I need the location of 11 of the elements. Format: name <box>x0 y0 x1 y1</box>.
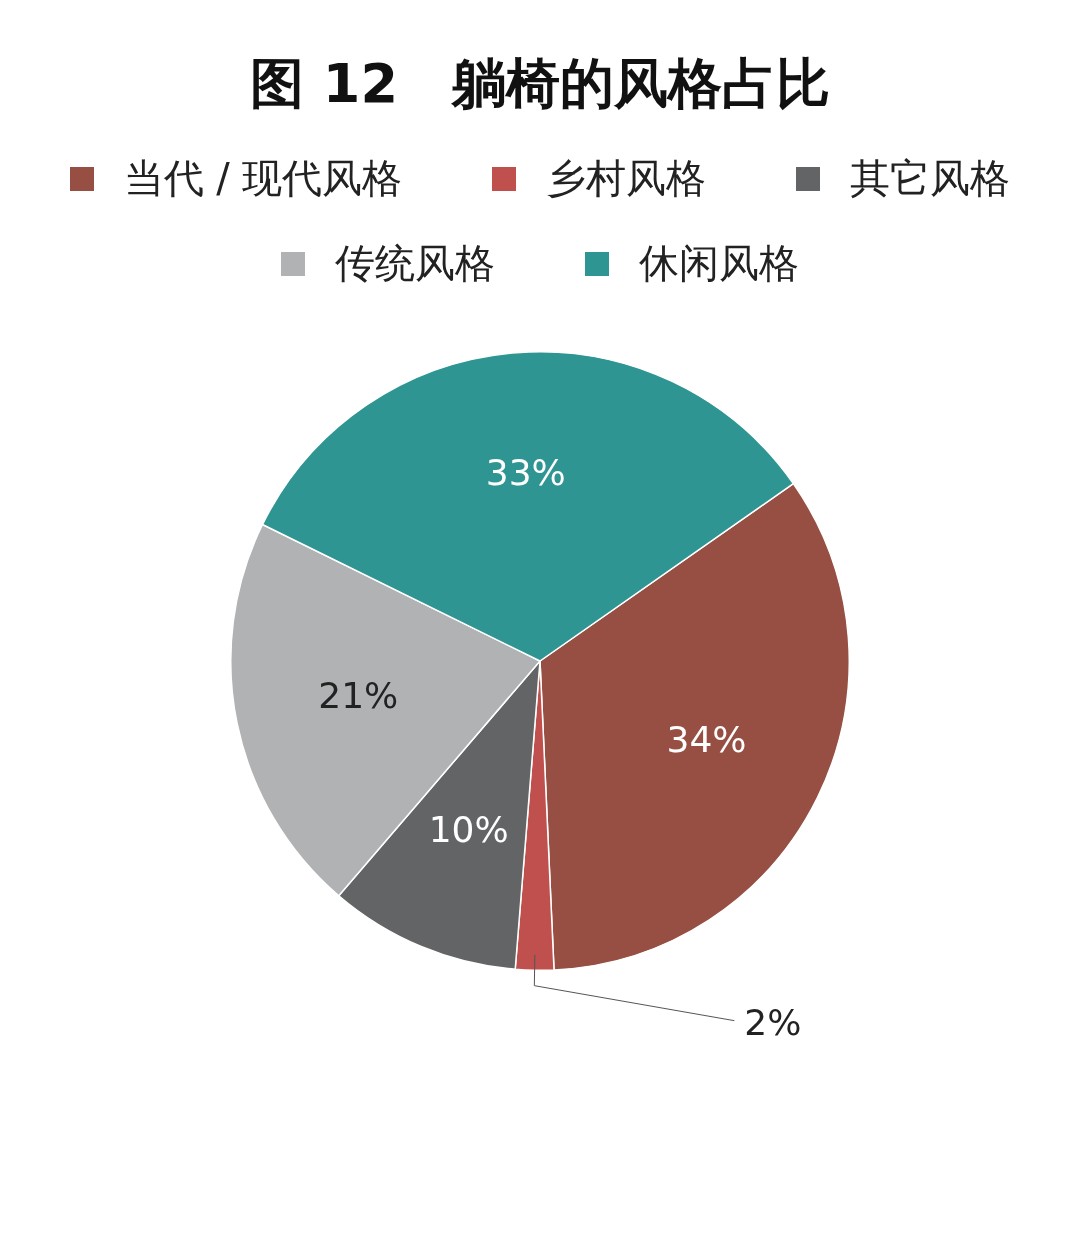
legend-label: 休闲风格 <box>639 239 799 288</box>
data-label: 2% <box>744 1002 802 1044</box>
chart-title: 图 12 躺椅的风格占比 <box>249 51 831 117</box>
legend-label: 乡村风格 <box>546 154 707 203</box>
legend-label: 当代 / 现代风格 <box>123 154 403 203</box>
legend-label: 其它风格 <box>850 154 1011 203</box>
data-label: 34% <box>666 719 747 761</box>
data-label: 10% <box>428 808 509 850</box>
legend-label: 传统风格 <box>335 239 495 288</box>
data-label: 21% <box>318 674 399 716</box>
data-label: 33% <box>485 452 566 494</box>
